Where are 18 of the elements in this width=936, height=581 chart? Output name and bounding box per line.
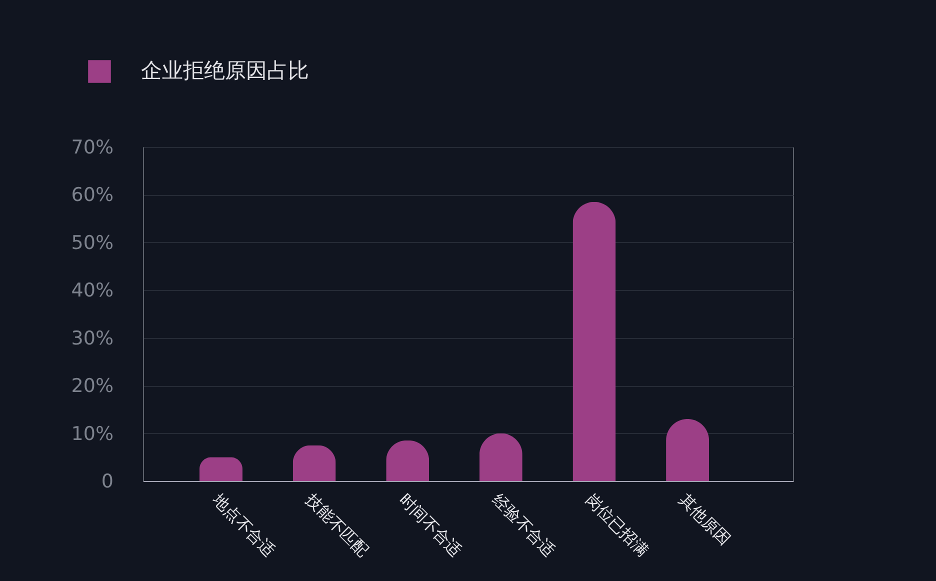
x-tick-label: 经验不合适 <box>488 490 559 560</box>
x-tick-label: 地点不合适 <box>208 489 279 560</box>
x-tick-label: 其他原因 <box>676 490 734 549</box>
bar <box>199 457 242 481</box>
y-tick-label: 70% <box>71 136 114 158</box>
y-tick-label: 20% <box>71 375 114 398</box>
y-tick-label: 60% <box>71 184 114 206</box>
y-tick-label: 50% <box>71 232 114 254</box>
y-tick-label: 10% <box>71 422 114 445</box>
x-tick-label: 时间不合适 <box>396 490 466 560</box>
y-tick-label: 0 <box>101 470 114 492</box>
x-tick-label: 技能不匹配 <box>302 489 372 560</box>
bar <box>572 202 616 481</box>
y-tick-label: 30% <box>71 327 114 350</box>
y-tick-label: 40% <box>71 280 114 302</box>
bar <box>666 418 710 481</box>
x-tick-label: 岗位已招满 <box>582 490 652 560</box>
legend-label: 企业拒绝原因占比 <box>141 58 309 82</box>
